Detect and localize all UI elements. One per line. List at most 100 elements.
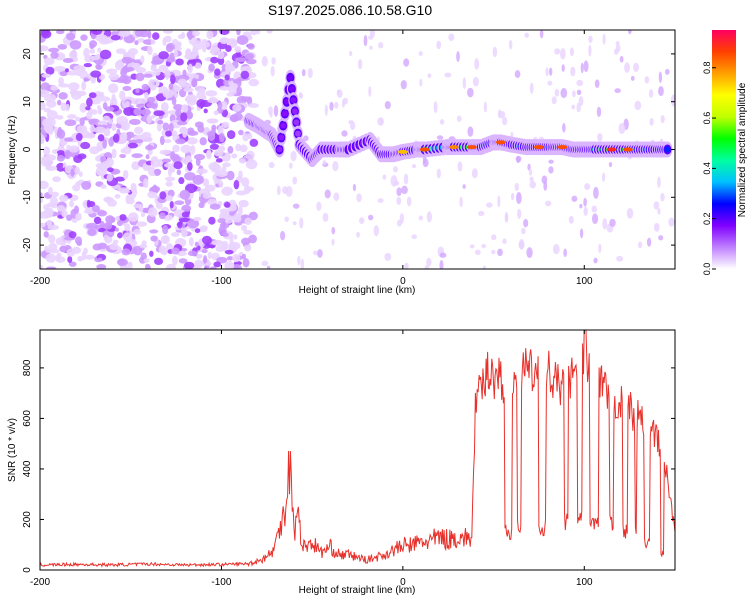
noise-blob — [131, 161, 140, 170]
ridge-core — [294, 130, 301, 137]
noise-blob — [162, 90, 174, 99]
noise-blob — [119, 90, 126, 101]
ridge-core — [287, 74, 294, 81]
noise-blob — [97, 107, 103, 115]
noise-blob — [569, 47, 574, 57]
noise-blob — [266, 30, 273, 34]
snr-x-ticks: -200 -100 0 100 — [30, 330, 593, 588]
noise-blob — [160, 235, 170, 245]
noise-blob — [213, 110, 219, 116]
noise-blob — [162, 225, 169, 235]
noise-blob — [369, 45, 373, 50]
noise-blob — [436, 168, 441, 179]
noise-blob — [299, 217, 304, 229]
ridge-core — [291, 108, 298, 115]
noise-blob — [172, 144, 180, 153]
noise-blob — [514, 182, 519, 192]
noise-blob — [164, 69, 171, 78]
noise-blob — [433, 101, 438, 114]
noise-blob — [232, 79, 242, 84]
y-tick-label: 20 — [22, 48, 33, 60]
noise-blob — [276, 185, 281, 196]
noise-blob — [135, 72, 145, 82]
noise-blob — [86, 97, 93, 108]
noise-blob — [181, 211, 190, 218]
noise-blob — [120, 132, 128, 142]
noise-blob — [180, 112, 188, 122]
noise-blob — [336, 89, 341, 95]
noise-blob — [111, 123, 117, 131]
noise-blob — [658, 71, 663, 84]
noise-blob — [124, 223, 131, 232]
noise-blob — [88, 92, 97, 99]
noise-blob — [601, 172, 606, 182]
noise-blob — [238, 129, 244, 136]
noise-blob — [292, 176, 298, 185]
noise-blob — [168, 122, 174, 133]
noise-blob — [75, 116, 81, 122]
noise-blob — [148, 207, 158, 217]
noise-blob — [177, 34, 186, 40]
ridge-core — [288, 85, 295, 92]
noise-blob — [68, 261, 77, 267]
noise-blob — [198, 227, 208, 233]
noise-blob — [145, 144, 154, 151]
noise-blob — [149, 250, 154, 257]
noise-blob — [222, 243, 227, 253]
noise-blob — [229, 210, 236, 216]
noise-blob — [199, 137, 207, 146]
noise-blob — [55, 254, 61, 262]
noise-blob — [134, 126, 144, 135]
noise-blob — [162, 122, 170, 131]
noise-blob — [411, 164, 417, 169]
noise-blob — [241, 237, 251, 246]
noise-blob — [261, 260, 269, 267]
noise-blob — [427, 73, 432, 78]
noise-blob — [150, 158, 161, 168]
noise-blob — [226, 256, 234, 261]
ridge-core — [278, 134, 285, 141]
noise-blob — [194, 121, 204, 128]
ridge-peak — [397, 149, 408, 154]
noise-blob — [202, 192, 212, 199]
noise-blob — [516, 192, 522, 204]
noise-blob — [289, 162, 293, 169]
noise-blob — [457, 161, 463, 172]
noise-blob — [529, 180, 537, 189]
noise-blob — [238, 199, 249, 208]
noise-blob — [221, 186, 233, 196]
noise-blob — [474, 58, 480, 70]
noise-blob — [122, 232, 133, 242]
noise-blob — [202, 95, 207, 101]
noise-blob — [46, 219, 53, 227]
noise-blob — [218, 180, 224, 188]
noise-blob — [111, 93, 116, 103]
noise-blob — [40, 134, 45, 145]
noise-blob — [228, 241, 241, 250]
noise-blob — [518, 240, 525, 250]
noise-blob — [207, 98, 219, 104]
noise-blob — [406, 196, 412, 207]
noise-blob — [58, 92, 68, 100]
noise-blob — [515, 155, 522, 163]
noise-blob — [508, 39, 513, 50]
spectrogram-x-ticks: -200 -100 0 100 — [30, 30, 593, 287]
spectrogram-y-ticks: -20 -10 0 10 20 — [22, 48, 675, 252]
noise-blob — [219, 30, 230, 35]
noise-blob — [219, 37, 229, 45]
noise-blob — [233, 234, 238, 240]
noise-blob — [189, 237, 194, 247]
noise-blob — [201, 235, 212, 245]
noise-blob — [170, 74, 176, 85]
noise-blob — [79, 102, 88, 113]
noise-blob — [97, 47, 102, 53]
noise-blob — [146, 114, 152, 124]
noise-blob — [180, 227, 188, 238]
noise-blob — [109, 243, 119, 251]
noise-blob — [128, 261, 133, 268]
noise-blob — [646, 237, 652, 247]
noise-blob — [125, 131, 135, 139]
noise-blob — [76, 125, 84, 133]
noise-blob — [43, 231, 49, 238]
